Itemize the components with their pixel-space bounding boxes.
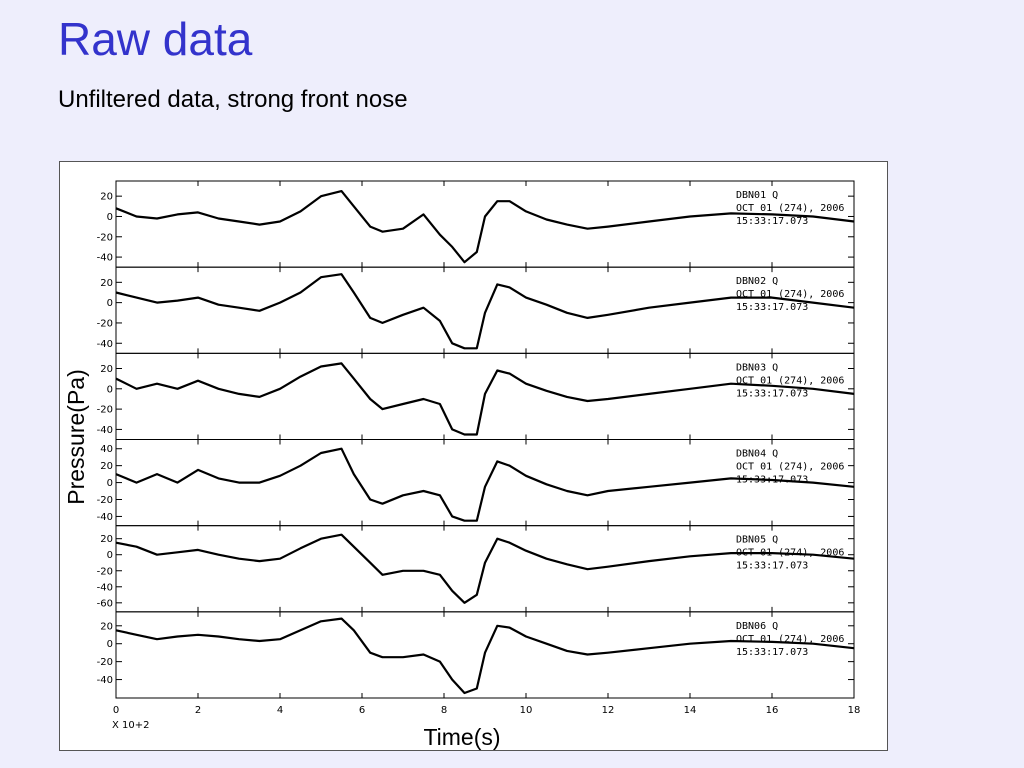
panel-annotation: DBN01 Q — [736, 190, 778, 201]
trace-dbn04 — [115, 447, 855, 522]
panel-annotation: DBN03 Q — [736, 362, 778, 373]
x-multiplier-label: X 10+2 — [112, 720, 150, 731]
y-tick-label: -20 — [97, 495, 113, 506]
trace-dbn06 — [115, 617, 855, 695]
trace-dbn01 — [115, 190, 855, 264]
y-tick-label: -40 — [97, 512, 113, 523]
y-axis-label: Pressure(Pa) — [63, 369, 89, 504]
y-tick-label: 20 — [100, 278, 113, 289]
y-tick-label: 0 — [107, 478, 113, 489]
trace-dbn03 — [115, 362, 855, 436]
y-tick-label: 0 — [107, 298, 113, 309]
y-tick-label: 0 — [107, 384, 113, 395]
x-axis-label: Time(s) — [423, 724, 500, 750]
panel-annotation: OCT 01 (274), 2006 — [736, 203, 844, 214]
y-tick-label: -40 — [97, 425, 113, 436]
panel-annotation: 15:33:17.073 — [736, 388, 808, 399]
panel-dbn04: 40 20 0 -20 -40 DBN04 Q OCT 01 (274), 2006 15:3… — [97, 439, 855, 527]
x-tick-label: 14 — [684, 705, 697, 716]
y-tick-label: -60 — [97, 598, 113, 609]
y-tick-label: 20 — [100, 192, 113, 203]
x-tick-label: 8 — [441, 705, 447, 716]
y-tick-label: 40 — [100, 444, 113, 455]
slide-title: Raw data — [58, 13, 253, 65]
x-tick-label: 4 — [277, 705, 283, 716]
x-tick-label: 0 — [113, 705, 119, 716]
panel-annotation: DBN02 Q — [736, 276, 778, 287]
y-tick-label: -20 — [97, 405, 113, 416]
trace-dbn05 — [115, 533, 855, 604]
y-tick-label: -20 — [97, 566, 113, 577]
y-tick-label: -40 — [97, 339, 113, 350]
panel-dbn05: 20 0 -20 -40 -60 DBN05 Q OCT 01 (274), 2006 15:… — [97, 525, 855, 613]
panel-annotation: DBN06 Q — [736, 621, 778, 632]
y-tick-label: -40 — [97, 582, 113, 593]
panel-annotation: 15:33:17.073 — [736, 561, 808, 572]
y-tick-label: 0 — [107, 550, 113, 561]
y-tick-label: 20 — [100, 621, 113, 632]
x-tick-label: 12 — [602, 705, 615, 716]
y-tick-label: -20 — [97, 657, 113, 668]
y-tick-label: -20 — [97, 318, 113, 329]
panel-annotation: OCT 01 (274), 2006 — [736, 548, 844, 559]
x-tick-label: 6 — [359, 705, 365, 716]
panel-dbn06: 20 0 -20 -40 DBN06 Q OCT 01 (274), 2006 15:33:… — [97, 611, 855, 699]
panel-annotation: 15:33:17.073 — [736, 302, 808, 313]
y-tick-label: 20 — [100, 534, 113, 545]
panel-frame — [115, 611, 855, 699]
panel-dbn01: 20 0 -20 -40 DBN01 Q OCT 01 (274), 2006 15:33:… — [97, 180, 855, 268]
panel-annotation: OCT 01 (274), 2006 — [736, 462, 844, 473]
y-tick-label: -40 — [97, 675, 113, 686]
x-tick-label: 2 — [195, 705, 201, 716]
y-tick-label: -40 — [97, 253, 113, 264]
y-tick-label: 20 — [100, 461, 113, 472]
seismogram-figure: 20 0 -20 -40 DBN01 Q OCT 01 (274), 2006 15:33:… — [59, 161, 888, 751]
trace-dbn02 — [115, 273, 855, 350]
x-tick-label: 10 — [520, 705, 533, 716]
y-tick-label: 0 — [107, 639, 113, 650]
panel-annotation: OCT 01 (274), 2006 — [736, 634, 844, 645]
slide-subtitle: Unfiltered data, strong front nose — [58, 86, 408, 113]
y-tick-label: 0 — [107, 212, 113, 223]
y-tick-label: 20 — [100, 364, 113, 375]
panel-annotation: 15:33:17.073 — [736, 647, 808, 658]
x-tick-label: 18 — [848, 705, 861, 716]
panel-annotation: 15:33:17.073 — [736, 475, 808, 486]
panel-dbn02: 20 0 -20 -40 DBN02 Q OCT 01 (274), 2006 15:33:… — [97, 266, 855, 354]
panel-annotation: DBN05 Q — [736, 535, 778, 546]
x-tick-label: 16 — [766, 705, 779, 716]
panel-annotation: OCT 01 (274), 2006 — [736, 375, 844, 386]
panel-dbn03: 20 0 -20 -40 DBN03 Q OCT 01 (274), 2006 15:33:… — [97, 352, 855, 440]
panel-annotation: DBN04 Q — [736, 449, 778, 460]
panel-annotation: OCT 01 (274), 2006 — [736, 289, 844, 300]
y-tick-label: -20 — [97, 232, 113, 243]
panel-annotation: 15:33:17.073 — [736, 216, 808, 227]
